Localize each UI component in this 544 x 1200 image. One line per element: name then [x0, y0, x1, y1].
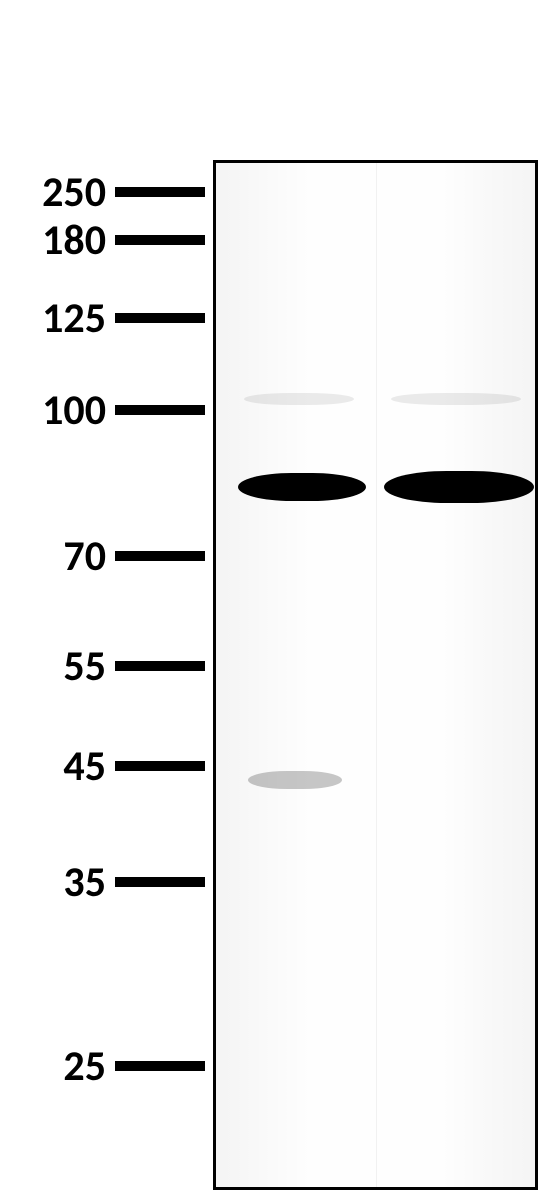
mw-tick — [115, 405, 205, 415]
mw-tick — [115, 235, 205, 245]
blot-membrane — [213, 160, 538, 1190]
band-lane1-3 — [244, 393, 354, 405]
mw-label: 35 — [0, 857, 112, 908]
lane-divider — [376, 163, 377, 1187]
mw-label: 45 — [0, 741, 112, 792]
mw-tick — [115, 551, 205, 561]
mw-marker-45: 45 — [0, 745, 205, 787]
mw-tick — [115, 1061, 205, 1071]
mw-marker-55: 55 — [0, 645, 205, 687]
mw-marker-180: 180 — [0, 219, 205, 261]
mw-marker-250: 250 — [0, 171, 205, 213]
western-blot-figure: HeLa 375 2501801251007055453525 — [0, 0, 544, 1200]
lane-labels-region: HeLa 375 — [0, 0, 544, 180]
mw-label: 55 — [0, 641, 112, 692]
mw-tick — [115, 877, 205, 887]
mw-tick — [115, 187, 205, 197]
mw-label: 100 — [0, 385, 112, 436]
mw-marker-35: 35 — [0, 861, 205, 903]
mw-tick — [115, 313, 205, 323]
mw-marker-25: 25 — [0, 1045, 205, 1087]
mw-label: 180 — [0, 215, 112, 266]
mw-marker-70: 70 — [0, 535, 205, 577]
band-lane1-0 — [238, 473, 366, 501]
mw-tick — [115, 761, 205, 771]
mw-marker-100: 100 — [0, 389, 205, 431]
band-lane2-4 — [391, 393, 521, 405]
band-lane1-2 — [248, 771, 342, 789]
mw-label: 70 — [0, 531, 112, 582]
mw-label: 25 — [0, 1041, 112, 1092]
mw-tick — [115, 661, 205, 671]
mw-marker-125: 125 — [0, 297, 205, 339]
mw-label: 125 — [0, 293, 112, 344]
mw-label: 250 — [0, 167, 112, 218]
band-lane2-1 — [384, 471, 534, 503]
